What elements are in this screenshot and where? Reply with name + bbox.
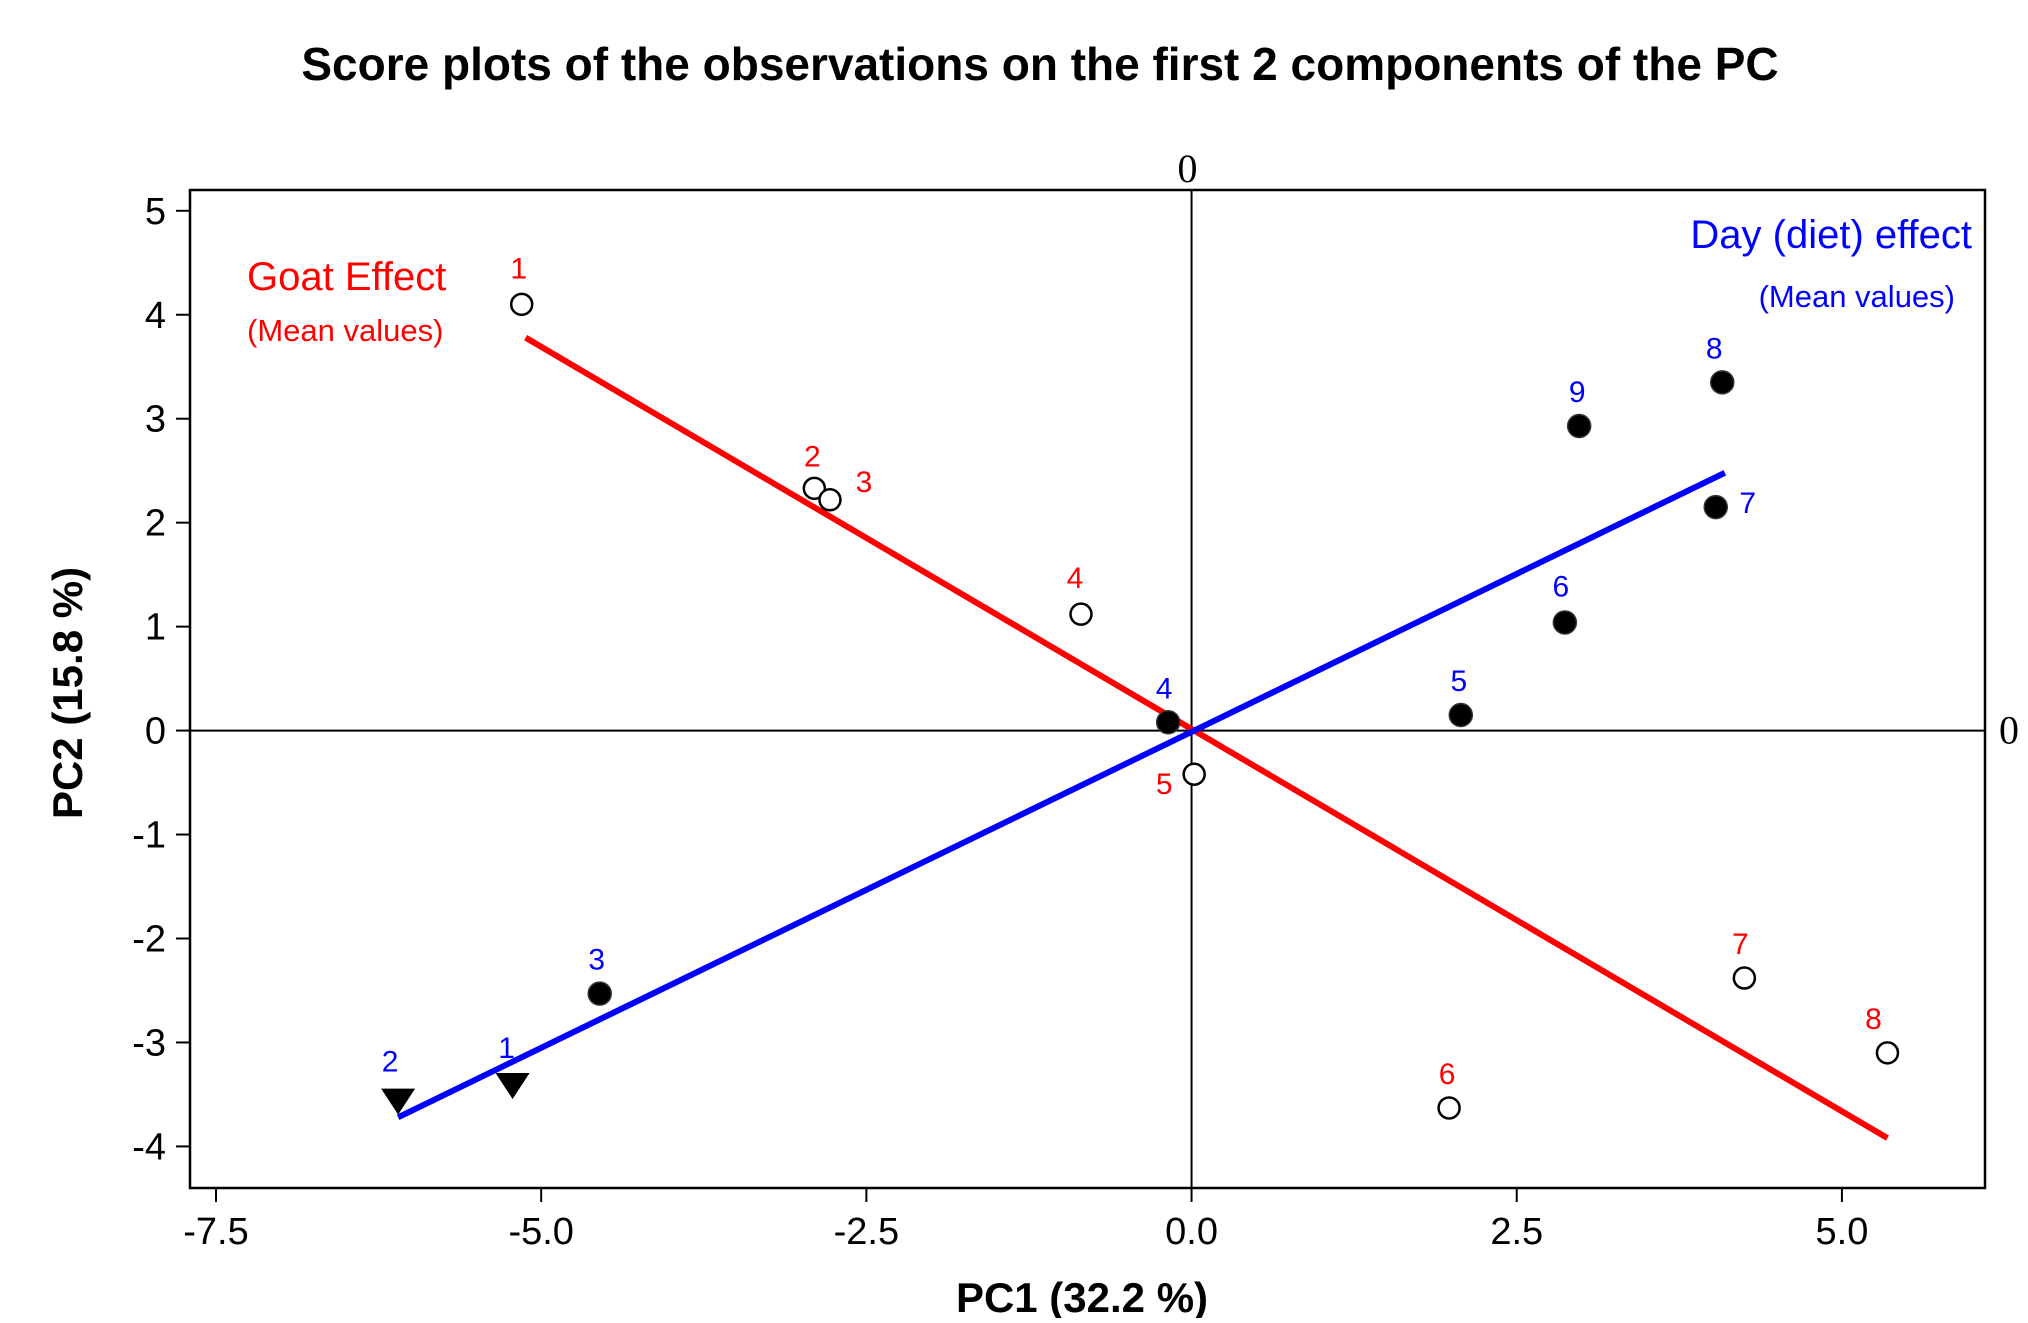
day-point-label-7: 7 (1739, 487, 1756, 520)
goat-point-1 (509, 292, 534, 317)
day-point-label-5: 5 (1450, 665, 1467, 698)
goat-point-label-8: 8 (1865, 1003, 1882, 1036)
chart-title: Score plots of the observations on the f… (301, 38, 1778, 90)
day-point-label-3: 3 (588, 944, 605, 977)
goat-point-label-4: 4 (1067, 562, 1084, 595)
goat-point-2 (802, 476, 827, 501)
x-tick-label: -7.5 (183, 1211, 248, 1253)
goat-point-label-5: 5 (1156, 768, 1173, 801)
x-tick-label: -2.5 (834, 1211, 899, 1253)
day-point-5 (1448, 702, 1474, 728)
x-zero-reference-label: 0 (1178, 146, 1198, 191)
day-point-1 (495, 1073, 530, 1100)
day-effect-subtitle: (Mean values) (1759, 279, 1955, 314)
x-tick-label: 2.5 (1490, 1211, 1543, 1253)
day-point-9 (1566, 413, 1592, 439)
goat-trend-line (524, 335, 1889, 1141)
day-point-label-2: 2 (382, 1046, 399, 1079)
day-point-2 (381, 1088, 416, 1115)
y-tick-label: 3 (145, 399, 166, 441)
y-zero-reference-label: 0 (1999, 708, 2019, 753)
goat-point-label-3: 3 (856, 466, 873, 499)
goat-point-7 (1732, 966, 1757, 990)
x-tick-label: -5.0 (508, 1211, 573, 1253)
y-axis-label: PC2 (15.8 %) (44, 567, 91, 819)
y-tick-label: -2 (132, 919, 166, 961)
day-trend-line (396, 470, 1727, 1121)
goat-point-6 (1437, 1096, 1461, 1120)
day-point-4 (1155, 710, 1181, 735)
y-tick-label: 2 (145, 503, 166, 545)
goat-point-5 (1182, 762, 1206, 786)
goat-point-8 (1875, 1041, 1900, 1065)
x-tick-label: 0.0 (1165, 1211, 1218, 1253)
day-point-8 (1710, 370, 1735, 395)
y-tick-label: 0 (145, 711, 166, 753)
goat-point-3 (818, 488, 842, 512)
y-tick-label: -1 (132, 815, 166, 857)
goat-point-label-6: 6 (1439, 1058, 1456, 1091)
day-effect-annotation: Day (diet) effect (1690, 213, 1972, 257)
goat-effect-subtitle: (Mean values) (247, 313, 443, 348)
goat-point-label-7: 7 (1732, 928, 1749, 961)
y-tick-label: -3 (132, 1022, 166, 1064)
x-axis-label: PC1 (32.2 %) (956, 1274, 1208, 1318)
y-tick-label: -4 (132, 1126, 166, 1168)
day-point-label-9: 9 (1569, 376, 1586, 409)
y-tick-label: 5 (145, 191, 166, 233)
day-point-7 (1703, 494, 1728, 520)
y-tick-label: 1 (145, 607, 166, 649)
day-point-label-1: 1 (498, 1032, 515, 1065)
day-point-label-6: 6 (1553, 570, 1570, 603)
day-point-6 (1552, 610, 1578, 635)
y-tick-label: 4 (145, 295, 166, 337)
day-point-label-8: 8 (1706, 332, 1723, 365)
goat-point-4 (1069, 602, 1093, 626)
goat-point-label-1: 1 (510, 252, 527, 285)
goat-point-label-2: 2 (804, 440, 821, 473)
day-point-label-4: 4 (1156, 672, 1173, 705)
day-point-3 (587, 981, 612, 1006)
x-tick-label: 5.0 (1816, 1211, 1869, 1253)
plot-frame (188, 188, 1987, 1190)
goat-effect-annotation: Goat Effect (247, 255, 446, 299)
